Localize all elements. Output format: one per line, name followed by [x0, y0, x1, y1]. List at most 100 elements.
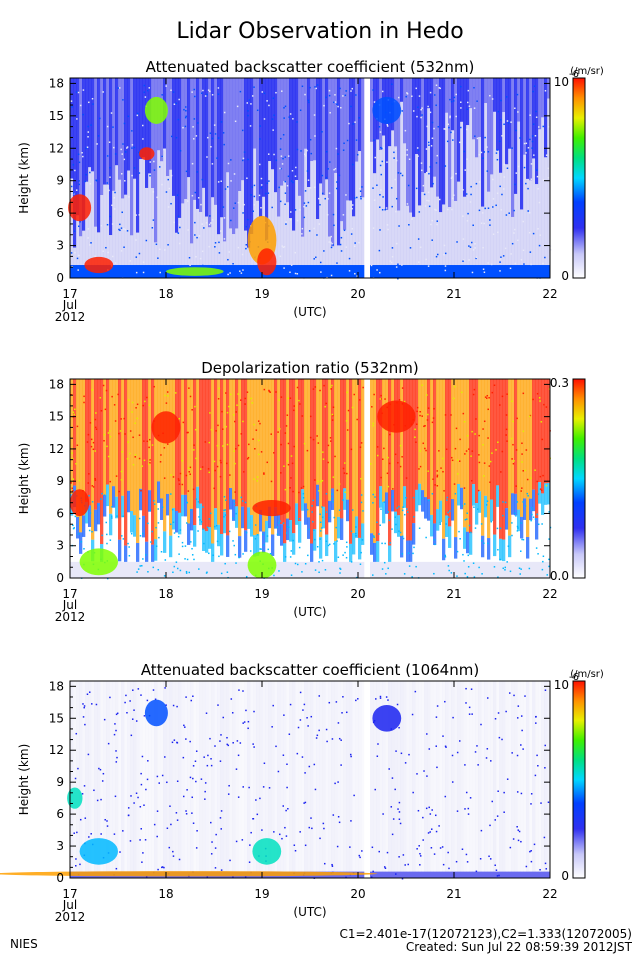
heatmap-cell [202, 187, 206, 278]
speckle [361, 850, 363, 852]
speckle [398, 225, 400, 227]
speckle [521, 442, 523, 445]
heatmap-cell [244, 530, 248, 552]
heatmap-cell [538, 681, 542, 878]
speckle [158, 782, 160, 784]
heatmap-cell [370, 78, 374, 142]
speckle [512, 463, 515, 465]
speckle [465, 450, 468, 452]
y-tick-label: 6 [56, 506, 64, 520]
heatmap-cell [145, 187, 149, 278]
speckle [210, 764, 213, 767]
heatmap-cell [541, 117, 545, 279]
speckle [492, 178, 494, 181]
speckle [395, 873, 397, 875]
speckle [318, 490, 320, 492]
cloud-feature [257, 248, 277, 276]
heatmap-cell [505, 379, 509, 509]
speckle [371, 406, 373, 408]
speckle [121, 153, 123, 155]
speckle [284, 203, 286, 206]
speckle [291, 170, 294, 172]
speckle [147, 89, 149, 92]
speckle [177, 215, 180, 218]
speckle [224, 188, 227, 190]
speckle [379, 697, 382, 699]
heatmap-cell [121, 198, 125, 278]
speckle [185, 738, 187, 740]
speckle [91, 389, 93, 391]
speckle [422, 442, 425, 445]
speckle [275, 91, 277, 94]
speckle [142, 532, 144, 535]
speckle [312, 499, 314, 502]
speckle [547, 801, 550, 804]
speckle [131, 144, 134, 146]
speckle [336, 181, 338, 183]
speckle [203, 756, 205, 758]
heatmap-cell [421, 191, 425, 278]
speckle [205, 222, 208, 224]
speckle [285, 223, 287, 225]
speckle [249, 844, 251, 846]
speckle [427, 832, 430, 834]
heatmap-cell [520, 265, 524, 278]
speckle [548, 538, 550, 540]
heatmap-cell [205, 216, 209, 278]
heatmap-cell [124, 194, 128, 278]
speckle [524, 469, 526, 472]
speckle [105, 246, 107, 249]
heatmap-cell [430, 78, 434, 188]
speckle [72, 164, 75, 166]
heatmap-cell [544, 871, 548, 878]
heatmap-cell [109, 78, 113, 236]
heatmap-cell [253, 681, 257, 878]
speckle [406, 92, 408, 94]
heatmap-cell [127, 561, 131, 578]
heatmap-cell [205, 379, 209, 532]
speckle [514, 228, 516, 231]
heatmap-cell [136, 232, 140, 278]
speckle [331, 419, 334, 421]
speckle [281, 90, 283, 92]
speckle [220, 810, 223, 812]
speckle [82, 155, 84, 158]
speckle [373, 393, 375, 396]
panel-1: Attenuated backscatter coefficient (532n… [17, 58, 604, 324]
speckle [105, 521, 107, 524]
heatmap-cell [106, 681, 110, 878]
speckle [373, 101, 376, 103]
heatmap-cell [379, 681, 383, 878]
heatmap-cell [478, 681, 482, 878]
speckle [226, 743, 228, 746]
speckle [113, 146, 115, 149]
speckle [298, 546, 301, 549]
heatmap-cell [259, 509, 263, 532]
speckle [427, 191, 430, 194]
panel-title: Attenuated backscatter coefficient (532n… [146, 58, 475, 76]
speckle [200, 521, 203, 523]
speckle [74, 408, 76, 411]
heatmap-cell [79, 681, 83, 878]
speckle [414, 428, 416, 431]
heatmap-cell [301, 379, 305, 490]
heatmap-cell [394, 681, 398, 878]
heatmap-cell [70, 78, 74, 179]
speckle [355, 532, 357, 535]
speckle [536, 175, 539, 178]
speckle [272, 704, 274, 707]
speckle [231, 712, 234, 714]
speckle [279, 255, 282, 258]
speckle [273, 153, 275, 156]
heatmap-cell [358, 561, 362, 578]
heatmap-cell [448, 379, 452, 527]
speckle [204, 95, 207, 97]
speckle [146, 699, 149, 702]
heatmap-cell [472, 379, 476, 485]
speckle [185, 474, 188, 477]
heatmap-cell [475, 157, 479, 278]
heatmap-cell [223, 681, 227, 878]
speckle [339, 572, 341, 574]
heatmap-cell [223, 265, 227, 278]
speckle [253, 204, 256, 206]
